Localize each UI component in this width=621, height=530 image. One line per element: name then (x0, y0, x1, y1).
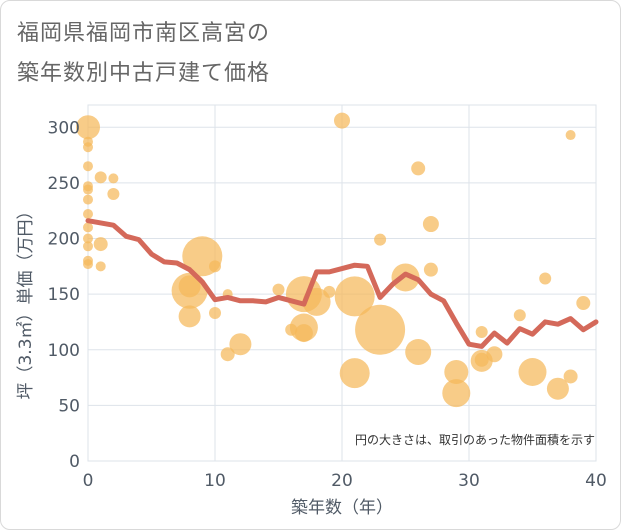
bubble-point (444, 360, 469, 384)
bubble-point (178, 305, 201, 328)
bubble-point (171, 272, 208, 309)
bubble-point (83, 161, 93, 172)
bubble-point (422, 216, 439, 233)
bubble-point (391, 263, 420, 292)
bubble-point (83, 241, 93, 252)
x-tick-label: 10 (204, 471, 226, 491)
bubble-point (83, 194, 93, 205)
x-tick-labels: 0 10 20 30 40 (83, 471, 607, 491)
size-legend-note: 円の大きさは、取引のあった物件面積を示す (355, 432, 595, 447)
bubble-point (294, 324, 313, 343)
bubble-point (355, 304, 406, 355)
bubble-point (83, 233, 93, 244)
y-tick-label: 200 (48, 230, 80, 250)
bubble-point (486, 346, 503, 363)
bubble-point (411, 161, 426, 176)
bubble-point (93, 237, 108, 252)
y-tick-label: 300 (48, 118, 80, 138)
y-tick-label: 50 (58, 396, 80, 416)
bubble-point (220, 347, 235, 362)
chart-title-line1: 福岡県福岡市南区高宮の (17, 21, 271, 46)
bubble-point (518, 358, 547, 386)
bubble-point (513, 309, 526, 322)
bubble-point (209, 307, 221, 320)
bubble-point (576, 296, 591, 311)
x-axis-label: 築年数（年） (291, 498, 393, 518)
x-tick-label: 30 (458, 471, 480, 491)
bubble-series (76, 112, 591, 408)
bubble-point (95, 261, 106, 272)
bubble-point (323, 285, 336, 298)
bubble-point (83, 184, 93, 195)
y-tick-label: 250 (48, 174, 80, 194)
bubble-point (83, 259, 93, 270)
x-tick-label: 40 (585, 471, 607, 491)
bubble-point (339, 358, 370, 389)
average-price-line (85, 218, 599, 349)
bubble-point (107, 188, 120, 200)
bubble-point (272, 283, 285, 296)
bubble-point (405, 338, 432, 365)
bubble-point (285, 323, 298, 336)
y-axis-label: 坪（3.3㎡）単価（万円） (16, 202, 36, 399)
bubble-point (229, 333, 252, 356)
bubble-point (209, 260, 221, 273)
y-tick-label: 100 (48, 341, 80, 361)
bubble-point (442, 379, 471, 408)
bubble-point (474, 352, 489, 367)
bubble-point (334, 112, 350, 129)
bubble-point (334, 276, 375, 317)
x-tick-label: 0 (83, 471, 94, 491)
bubble-point (76, 115, 100, 140)
bubble-point (94, 171, 107, 184)
bubble-point (108, 173, 119, 184)
bubble-point (83, 142, 93, 153)
x-tick-label: 20 (331, 471, 353, 491)
chart-title-line2: 築年数別中古戸建て価格 (17, 61, 271, 86)
bubble-point (83, 222, 93, 233)
bubble-point (563, 369, 578, 384)
bubble-point (423, 262, 438, 277)
bubble-point (374, 233, 387, 246)
y-tick-labels: 0 50 100 150 200 250 300 (48, 118, 80, 472)
bubble-point (539, 272, 552, 285)
y-tick-label: 150 (48, 285, 80, 305)
bubble-point (83, 209, 93, 220)
bubble-point (475, 325, 488, 338)
bubble-point (546, 377, 569, 400)
bubble-point (565, 130, 576, 141)
plot-frame (87, 104, 597, 462)
y-tick-label: 0 (69, 452, 80, 472)
